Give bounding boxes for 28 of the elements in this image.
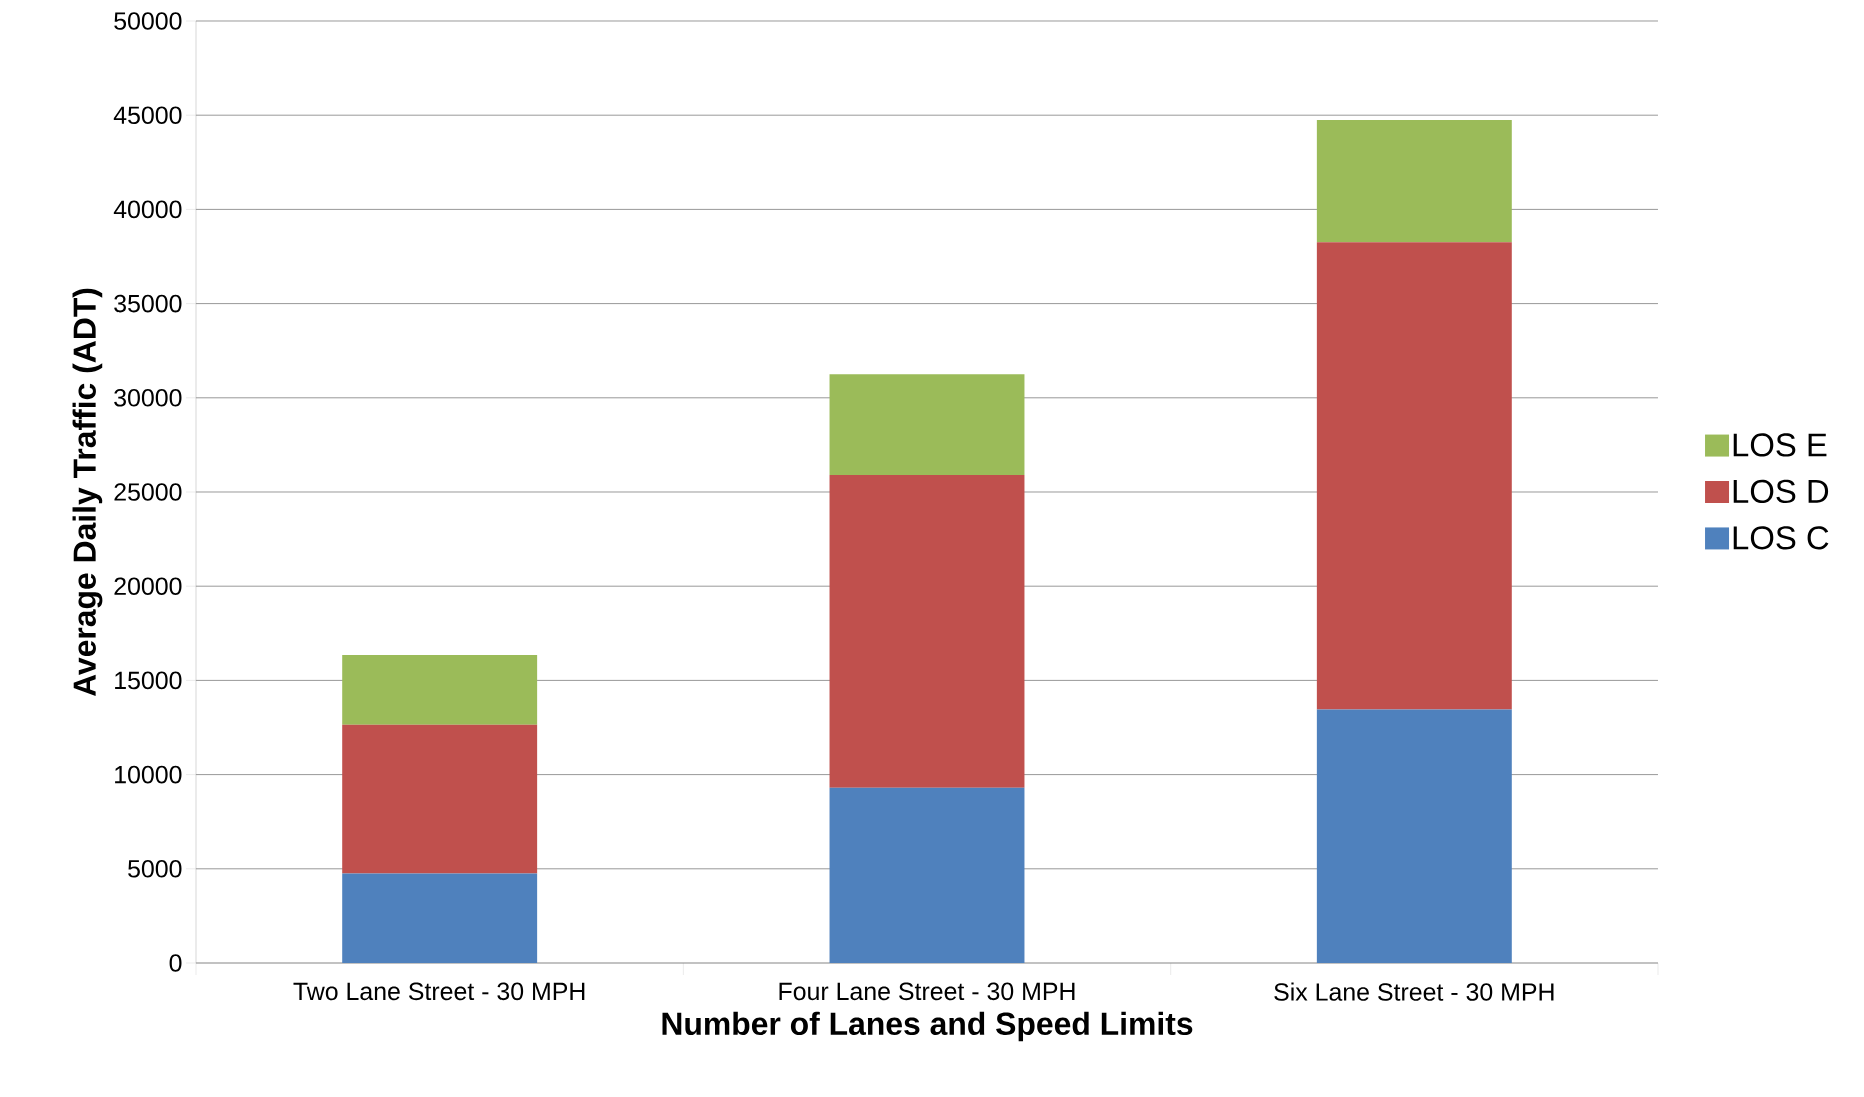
y-tick-label: 5000 (128, 859, 182, 878)
y-tick-label: 10000 (115, 765, 182, 784)
y-tick-label: 20000 (114, 577, 182, 596)
bar (829, 374, 1025, 476)
bar (342, 724, 538, 874)
bar (1316, 242, 1512, 710)
y-tick-label: 50000 (114, 12, 182, 30)
y-tick-label: 25000 (114, 483, 182, 501)
y-tick-label: 35000 (114, 294, 182, 313)
bar (829, 475, 1025, 788)
y-axis-title: Average Daily Traffic (ADT) (72, 288, 103, 697)
y-tick-label: 40000 (113, 200, 182, 219)
y-tick-label: 0 (169, 954, 182, 972)
legend-label: LOS D (1733, 479, 1829, 504)
y-tick-label: 30000 (114, 388, 182, 407)
bar (1316, 709, 1512, 963)
bar (342, 873, 538, 963)
y-tick-label: 45000 (113, 106, 182, 125)
x-tick-label: Four Lane Street - 30 MPH (779, 982, 1075, 1001)
y-tick-label: 15000 (115, 671, 182, 690)
x-tick-label: Six Lane Street - 30 MPH (1274, 982, 1554, 1001)
bar (829, 787, 1025, 963)
bar (1316, 119, 1512, 243)
legend-label: LOS E (1733, 433, 1827, 457)
legend-label: LOS C (1733, 526, 1829, 550)
bar (342, 654, 538, 725)
x-axis-title: Number of Lanes and Speed Limits (662, 1011, 1193, 1042)
x-tick-label: Two Lane Street - 30 MPH (293, 982, 585, 1001)
